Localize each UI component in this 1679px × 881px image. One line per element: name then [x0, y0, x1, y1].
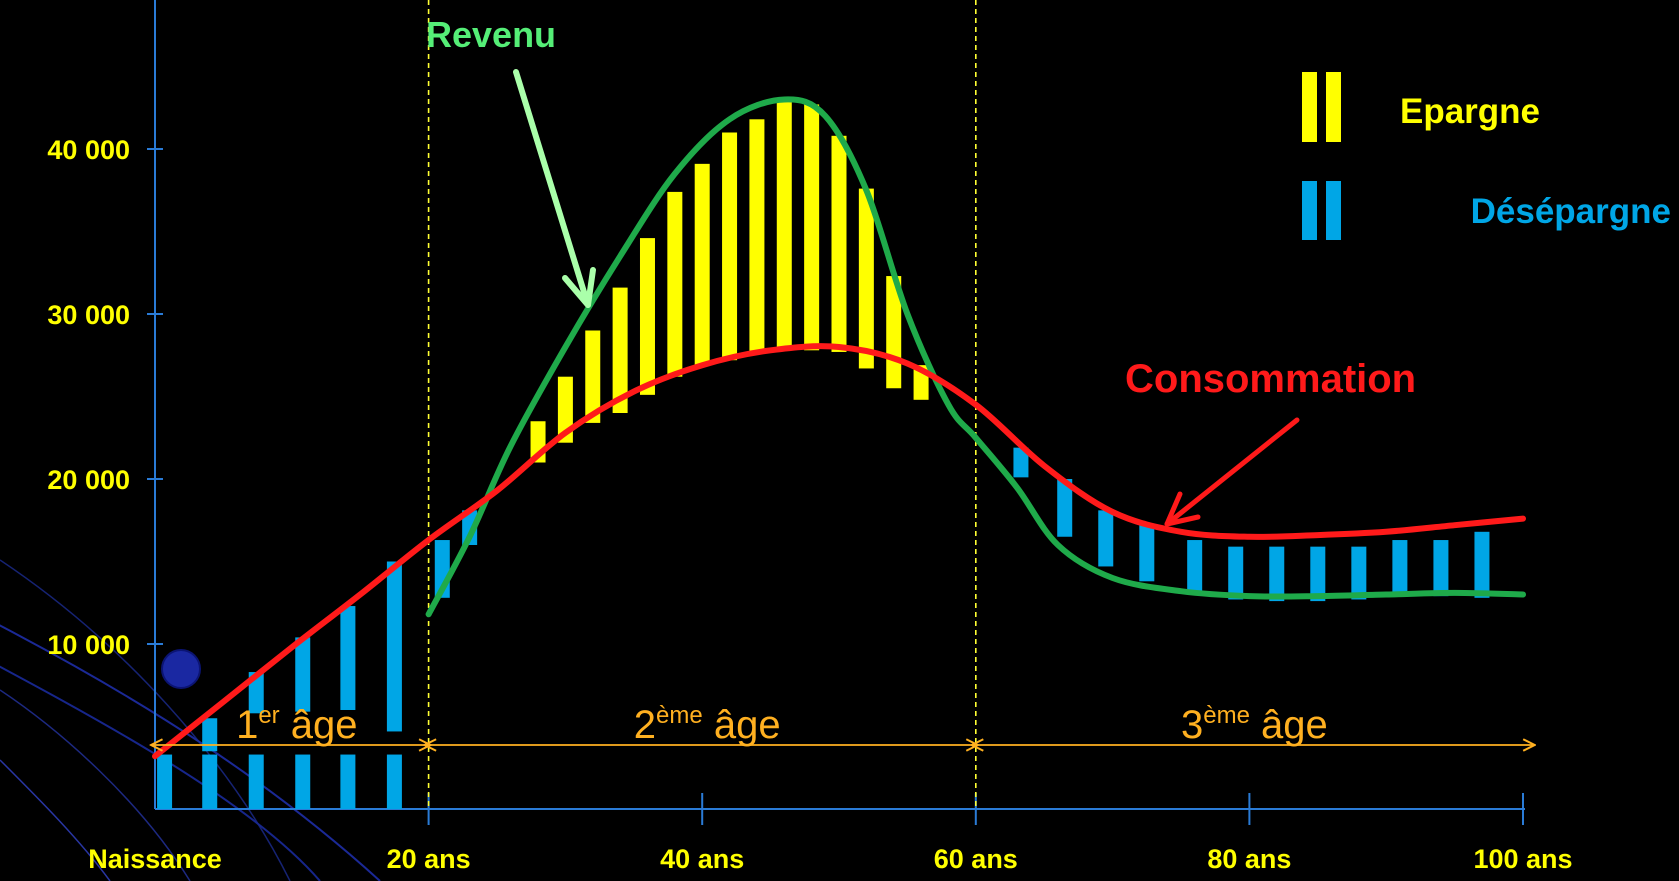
epargne-bar [776, 101, 792, 351]
x-tick-label: 40 ans [660, 844, 744, 874]
desepargne-bar [1139, 525, 1155, 582]
age-period-label: 1er âge [236, 702, 357, 747]
desepargne-bar [157, 754, 173, 809]
epargne-bar [858, 188, 874, 369]
desepargne-bar [1433, 540, 1449, 597]
legend-epargne-swatch [1302, 72, 1317, 142]
epargne-bar [722, 132, 738, 361]
desepargne-bar [1057, 479, 1073, 537]
desepargne-bar [295, 637, 311, 712]
epargne-bar [749, 119, 765, 354]
epargne-bar [639, 238, 655, 395]
consommation-pointer-arrowhead [1164, 491, 1201, 527]
x-tick-label: Naissance [88, 844, 222, 874]
desepargne-bar [1013, 447, 1029, 478]
epargne-bar [667, 191, 683, 377]
desepargne-bar [1474, 531, 1490, 598]
legend-desepargne-label: Désépargne [1471, 192, 1671, 231]
desepargne-bar [1269, 546, 1285, 602]
desepargne-bar [1098, 510, 1114, 567]
revenu-label: Revenu [426, 14, 556, 55]
desepargne-bar [340, 754, 356, 809]
desepargne-bar [1187, 540, 1203, 595]
y-tick-label: 10 000 [47, 630, 130, 660]
desepargne-bar [295, 754, 311, 809]
desepargne-bar [1351, 546, 1367, 600]
x-tick-label: 20 ans [387, 844, 471, 874]
desepargne-bar [202, 754, 218, 809]
desepargne-bar [202, 718, 218, 752]
consommation-line [152, 343, 1526, 760]
desepargne-bar [248, 754, 264, 809]
desepargne-bar [1310, 546, 1326, 602]
revenu-line [425, 96, 1526, 618]
epargne-bar [804, 104, 820, 351]
epargne-bar [585, 330, 601, 423]
desepargne-bar [386, 754, 402, 809]
x-tick-label: 60 ans [934, 844, 1018, 874]
y-tick-label: 30 000 [47, 300, 130, 330]
legend-epargne-swatch [1326, 72, 1341, 142]
consommation-pointer-arrow [1164, 417, 1300, 527]
desepargne-bar [1392, 540, 1408, 597]
revenu-pointer-arrow [513, 69, 591, 308]
legend-desepargne-swatch [1302, 181, 1317, 240]
legend-desepargne-swatch [1326, 181, 1341, 240]
epargne-bar [557, 376, 573, 443]
y-tick-label: 40 000 [47, 135, 130, 165]
age-period-label: 3ème âge [1181, 702, 1328, 747]
desepargne-bar [340, 606, 356, 710]
epargne-bar [694, 163, 710, 366]
desepargne-bar [462, 510, 478, 545]
y-tick-label: 20 000 [47, 465, 130, 495]
epargne-bar [612, 287, 628, 413]
legend-epargne-label: Epargne [1400, 92, 1540, 131]
desepargne-bar [1228, 546, 1244, 600]
desepargne-bar [386, 561, 402, 732]
revenu-pointer-arrowhead [562, 267, 596, 308]
consommation-label: Consommation [1125, 357, 1416, 401]
epargne-bar [831, 135, 847, 352]
x-tick-label: 80 ans [1207, 844, 1291, 874]
x-tick-label: 100 ans [1473, 844, 1572, 874]
age-period-label: 2ème âge [634, 702, 781, 747]
